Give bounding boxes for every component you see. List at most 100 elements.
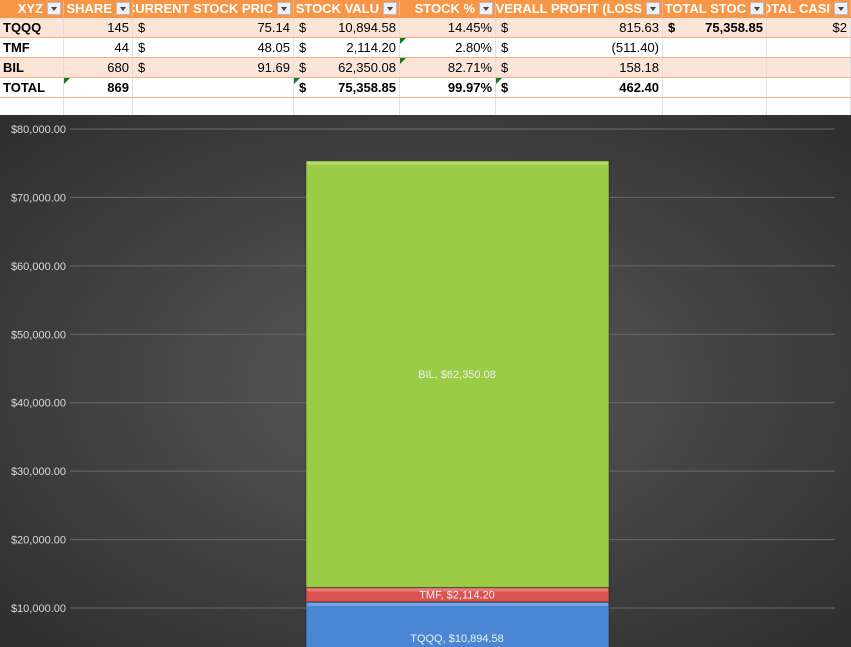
cell-value: 680 [107, 60, 129, 75]
column-header-label: TOTAL STOC [664, 1, 746, 16]
cell-total-stock[interactable] [663, 78, 767, 97]
filter-dropdown-icon[interactable] [479, 2, 493, 15]
cell-shares[interactable]: 145 [64, 18, 133, 37]
chart-svg: $10,000.00 $20,000.00 $30,000.00 $40,000.00… [11, 124, 835, 647]
empty-cell[interactable] [496, 98, 663, 115]
filter-dropdown-icon[interactable] [750, 2, 764, 15]
cell-value: 462.40 [619, 80, 659, 95]
empty-cell[interactable] [64, 98, 133, 115]
empty-row [0, 98, 851, 115]
cell-total-cash[interactable]: $2 [767, 18, 851, 37]
table-row: TOTAL 869 $75,358.85 99.97% $462.40 [0, 78, 851, 98]
currency-symbol: $ [668, 20, 676, 35]
cell-pct[interactable]: 2.80% [400, 38, 496, 57]
currency-symbol: $ [138, 20, 146, 35]
cell-price[interactable]: $91.69 [133, 58, 294, 77]
empty-cell[interactable] [133, 98, 294, 115]
currency-symbol: $ [138, 60, 146, 75]
cell-value: 75,358.85 [338, 80, 396, 95]
cell-price[interactable]: $75.14 [133, 18, 294, 37]
cell-value: TQQQ [3, 20, 42, 35]
column-header[interactable]: STOCK VALU [294, 0, 400, 17]
filter-dropdown-icon[interactable] [383, 2, 397, 15]
cell-name[interactable]: BIL [0, 58, 64, 77]
cell-shares[interactable]: 44 [64, 38, 133, 57]
column-header[interactable]: OVERALL PROFIT (LOSS [496, 0, 663, 17]
filter-dropdown-icon[interactable] [646, 2, 660, 15]
y-tick-label: $50,000.00 [11, 329, 66, 341]
cell-value: 75.14 [257, 20, 290, 35]
column-header[interactable]: STOCK % [400, 0, 496, 17]
spreadsheet-table: XYZ SHARE CURRENT STOCK PRIC STOCK VALU STOC… [0, 0, 851, 115]
cell-total-stock[interactable] [663, 58, 767, 77]
cell-value: TOTAL [3, 80, 46, 95]
error-indicator-icon [294, 78, 300, 84]
filter-dropdown-icon[interactable] [116, 2, 130, 15]
column-header[interactable]: TOTAL CASI [767, 0, 851, 17]
cell-profit[interactable]: $815.63 [496, 18, 663, 37]
currency-symbol: $ [501, 60, 509, 75]
cell-value: 14.45% [447, 20, 492, 35]
cell-shares[interactable]: 869 [64, 78, 133, 97]
data-label: TQQQ, $10,894.58 [410, 633, 504, 645]
cell-value: 91.69 [257, 60, 290, 75]
currency-symbol: $ [299, 40, 307, 55]
currency-symbol: $ [501, 40, 509, 55]
cell-value[interactable]: $2,114.20 [294, 38, 400, 57]
cell-value: 10,894.58 [338, 20, 396, 35]
cell-total-stock[interactable] [663, 38, 767, 57]
cell-shares[interactable]: 680 [64, 58, 133, 77]
column-header[interactable]: XYZ [0, 0, 64, 17]
empty-cell[interactable] [767, 98, 851, 115]
cell-value: TMF [3, 40, 30, 55]
column-header-label: XYZ [17, 1, 43, 16]
empty-cell[interactable] [0, 98, 64, 115]
table-row: TMF 44 $48.05 $2,114.20 2.80% $ (511.40) [0, 38, 851, 58]
cell-value: 75,358.85 [705, 20, 763, 35]
column-header[interactable]: SHARE [64, 0, 133, 17]
empty-cell[interactable] [400, 98, 496, 115]
cell-name[interactable]: TQQQ [0, 18, 64, 37]
bar-segment-tmf[interactable] [305, 586, 610, 603]
cell-profit[interactable]: $ (511.40) [496, 38, 663, 57]
filter-dropdown-icon[interactable] [277, 2, 291, 15]
cell-value: 44 [114, 40, 129, 55]
cell-total-cash[interactable] [767, 78, 851, 97]
bar-segment-bil[interactable] [305, 160, 610, 588]
cell-total-cash[interactable] [767, 38, 851, 57]
cell-value[interactable]: $75,358.85 [294, 78, 400, 97]
cell-pct[interactable]: 14.45% [400, 18, 496, 37]
empty-cell[interactable] [663, 98, 767, 115]
cell-total-cash[interactable] [767, 58, 851, 77]
cell-total-stock[interactable]: $75,358.85 [663, 18, 767, 37]
currency-symbol: $ [138, 40, 146, 55]
cell-name[interactable]: TMF [0, 38, 64, 57]
stacked-bar-chart[interactable]: $10,000.00 $20,000.00 $30,000.00 $40,000.00… [0, 115, 851, 647]
cell-value[interactable]: $62,350.08 [294, 58, 400, 77]
column-header-label: CURRENT STOCK PRIC [133, 1, 273, 16]
cell-pct[interactable]: 99.97% [400, 78, 496, 97]
bar-segment-tqqq[interactable] [305, 601, 610, 647]
cell-value: 82.71% [447, 60, 492, 75]
cell-price[interactable] [133, 78, 294, 97]
cell-value: 2,114.20 [346, 40, 396, 55]
filter-dropdown-icon[interactable] [47, 2, 61, 15]
bar-highlight [307, 588, 608, 592]
y-tick-label: $40,000.00 [11, 398, 66, 410]
cell-pct[interactable]: 82.71% [400, 58, 496, 77]
cell-name[interactable]: TOTAL [0, 78, 64, 97]
column-header[interactable]: TOTAL STOC [663, 0, 767, 17]
cell-value: 869 [107, 80, 129, 95]
column-header-label: SHARE [66, 1, 112, 16]
cell-price[interactable]: $48.05 [133, 38, 294, 57]
filter-dropdown-icon[interactable] [834, 2, 848, 15]
cell-value: BIL [3, 60, 24, 75]
column-header[interactable]: CURRENT STOCK PRIC [133, 0, 294, 17]
cell-profit[interactable]: $158.18 [496, 58, 663, 77]
empty-cell[interactable] [294, 98, 400, 115]
cell-value[interactable]: $10,894.58 [294, 18, 400, 37]
cell-value: 815.63 [619, 20, 659, 35]
error-indicator-icon [496, 78, 502, 84]
currency-symbol: $ [299, 80, 307, 95]
cell-profit[interactable]: $462.40 [496, 78, 663, 97]
